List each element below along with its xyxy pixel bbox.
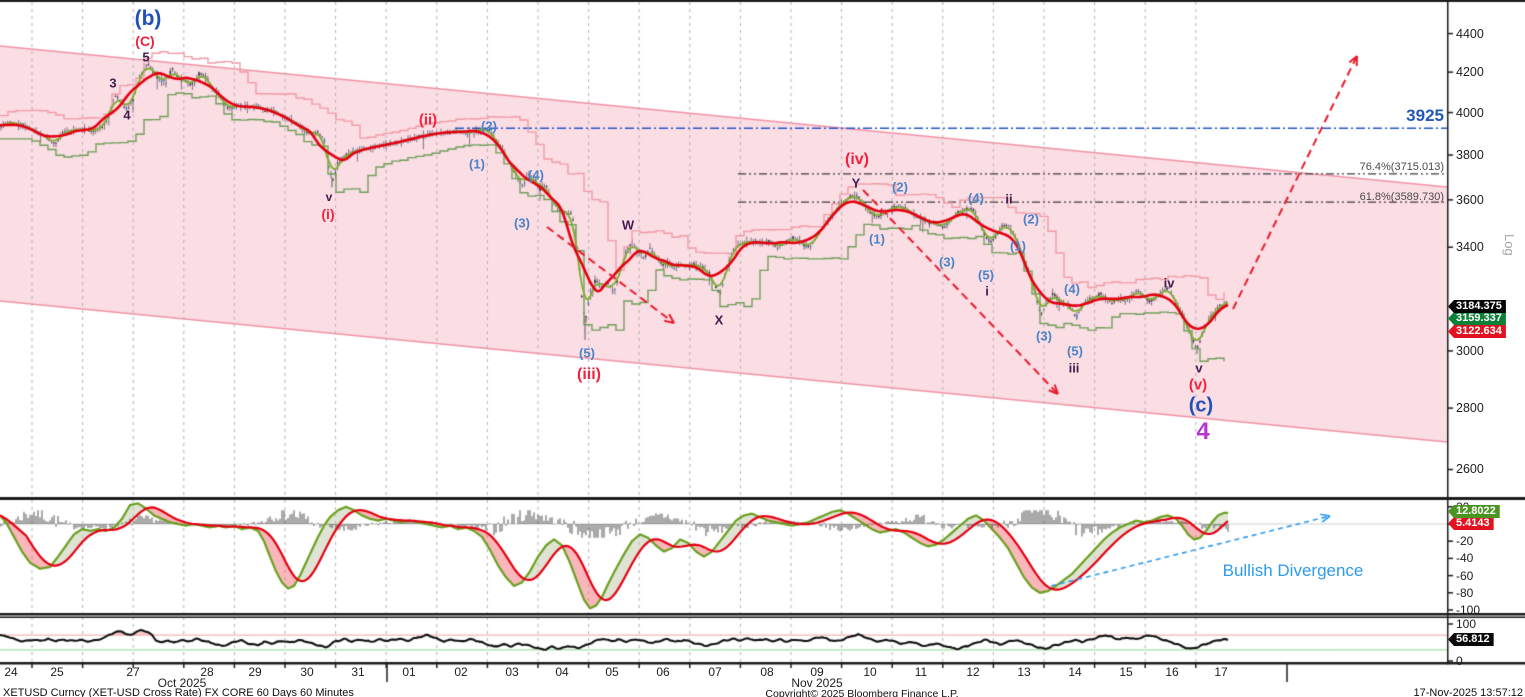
elliott-wave-label: i xyxy=(985,283,989,299)
main-axis-tick-label: 3600 xyxy=(1456,192,1484,207)
oscillator-axis-tick-label: -60 xyxy=(1456,568,1474,583)
main-axis-tick-label: 2600 xyxy=(1456,462,1484,477)
date-axis-label: 31 xyxy=(351,665,365,679)
elliott-wave-label: (5) xyxy=(978,267,994,283)
date-axis-label: 17 xyxy=(1214,665,1228,679)
green-stop-line-badge: 3159.337 xyxy=(1448,312,1506,325)
elliott-wave-label: 4 xyxy=(123,107,131,123)
date-axis-label: 02 xyxy=(454,665,468,679)
main-axis-tick-label: 3400 xyxy=(1456,240,1484,255)
date-axis-label: 11 xyxy=(914,665,928,679)
elliott-wave-label: iv xyxy=(1163,275,1175,291)
horizontal-level-label: 3925 xyxy=(1406,106,1444,125)
elliott-wave-label: (3) xyxy=(939,254,955,270)
elliott-wave-label: Y xyxy=(851,175,861,191)
elliott-wave-label: 3 xyxy=(109,75,117,91)
date-axis-label: 25 xyxy=(50,665,64,679)
elliott-wave-label: (2) xyxy=(481,118,497,134)
oscillator-axis-tick-label: -20 xyxy=(1456,534,1474,549)
elliott-wave-label: (5) xyxy=(1067,343,1083,359)
elliott-wave-label: (v) xyxy=(1188,376,1208,394)
elliott-wave-label: (C) xyxy=(135,33,155,49)
month-axis-label: Nov 2025 xyxy=(791,676,843,690)
main-axis-tick-label: 4000 xyxy=(1456,105,1484,120)
elliott-wave-label: X xyxy=(714,312,724,328)
red-stop-line-badge: 3122.634 xyxy=(1448,325,1506,338)
oscillator-axis-tick-label: -40 xyxy=(1456,551,1474,566)
oscillator-axis-tick-label: -80 xyxy=(1456,585,1474,600)
main-axis-tick-label: 3000 xyxy=(1456,343,1484,358)
elliott-wave-label: ii xyxy=(1005,191,1013,207)
main-axis-tick-label: 3800 xyxy=(1456,148,1484,163)
date-axis-label: 30 xyxy=(300,665,314,679)
date-axis-label: 24 xyxy=(4,665,18,679)
elliott-wave-label: 5 xyxy=(142,49,150,65)
copyright-notice: Copyright© 2025 Bloomberg Finance L.P. xyxy=(765,688,959,697)
date-axis-label: 13 xyxy=(1017,665,1031,679)
elliott-wave-label: 4 xyxy=(1196,418,1210,445)
instrument-description: XETUSD Curncy (XET-USD Cross Rate) FX CO… xyxy=(3,687,354,697)
chart-timestamp: 17-Nov-2025 13:57:12 xyxy=(1413,687,1523,697)
date-axis-label: 10 xyxy=(863,665,877,679)
date-axis-label: 04 xyxy=(555,665,569,679)
elliott-wave-label: (5) xyxy=(579,345,595,361)
month-axis-label: Oct 2025 xyxy=(157,676,207,690)
date-axis-label: 05 xyxy=(605,665,619,679)
oscillator-axis-tick-label: -100 xyxy=(1456,603,1481,617)
date-axis-label: 12 xyxy=(966,665,980,679)
date-axis-label: 14 xyxy=(1068,665,1082,679)
elliott-wave-label: (b) xyxy=(134,7,162,30)
elliott-wave-label: (ii) xyxy=(418,111,438,129)
elliott-wave-label: W xyxy=(621,217,635,233)
elliott-wave-label: (iii) xyxy=(577,366,601,383)
main-axis-tick-label: 2800 xyxy=(1456,401,1484,416)
elliott-wave-label: (4) xyxy=(1064,281,1080,297)
date-axis-label: 27 xyxy=(126,665,140,679)
rsi-value-badge: 56.812 xyxy=(1448,633,1494,646)
oscillator-red-value-badge: 5.4143 xyxy=(1448,517,1494,530)
elliott-wave-label: (3) xyxy=(1036,328,1052,344)
date-axis-label: 06 xyxy=(656,665,670,679)
elliott-wave-label: (iv) xyxy=(845,151,869,168)
date-axis-label: 28 xyxy=(200,665,214,679)
elliott-wave-label: v xyxy=(325,190,333,204)
main-axis-tick-label: 4200 xyxy=(1456,65,1484,80)
elliott-wave-label: v xyxy=(1195,360,1203,376)
last-price-badge: 3184.375 xyxy=(1448,300,1506,313)
date-axis-label: 29 xyxy=(248,665,262,679)
elliott-wave-label: iii xyxy=(1068,360,1080,376)
rsi-axis-tick-label: 100 xyxy=(1456,617,1477,631)
elliott-wave-label: (2) xyxy=(1023,211,1039,227)
elliott-wave-label: (4) xyxy=(528,167,544,183)
main-axis-tick-label: 4400 xyxy=(1456,26,1484,41)
log-scale-axis-label: Log xyxy=(1502,234,1517,256)
elliott-wave-label: (3) xyxy=(514,215,530,231)
date-axis-label: 08 xyxy=(760,665,774,679)
date-axis-label: 15 xyxy=(1119,665,1133,679)
date-axis-label: 03 xyxy=(505,665,519,679)
date-axis-label: 16 xyxy=(1165,665,1179,679)
oscillator-green-value-badge: 12.8022 xyxy=(1448,505,1500,518)
elliott-wave-label: (4) xyxy=(968,190,984,206)
fib-retracement-61-label: 61.8%(3589.730) xyxy=(1359,191,1444,203)
rsi-axis-tick-label: 0 xyxy=(1456,654,1463,668)
date-axis-label: 07 xyxy=(708,665,722,679)
elliott-wave-label: (1) xyxy=(869,231,885,247)
fib-retracement-76-label: 76.4%(3715.013) xyxy=(1359,161,1444,173)
elliott-wave-label: (c) xyxy=(1188,394,1214,417)
bullish-divergence-annotation: Bullish Divergence xyxy=(1222,561,1364,580)
date-axis-label: 01 xyxy=(402,665,416,679)
elliott-wave-label: (1) xyxy=(1010,238,1026,254)
elliott-wave-label: (1) xyxy=(469,156,485,172)
elliott-wave-label: (2) xyxy=(892,179,908,195)
elliott-wave-label: (i) xyxy=(321,206,335,222)
date-axis-label: 09 xyxy=(810,665,824,679)
